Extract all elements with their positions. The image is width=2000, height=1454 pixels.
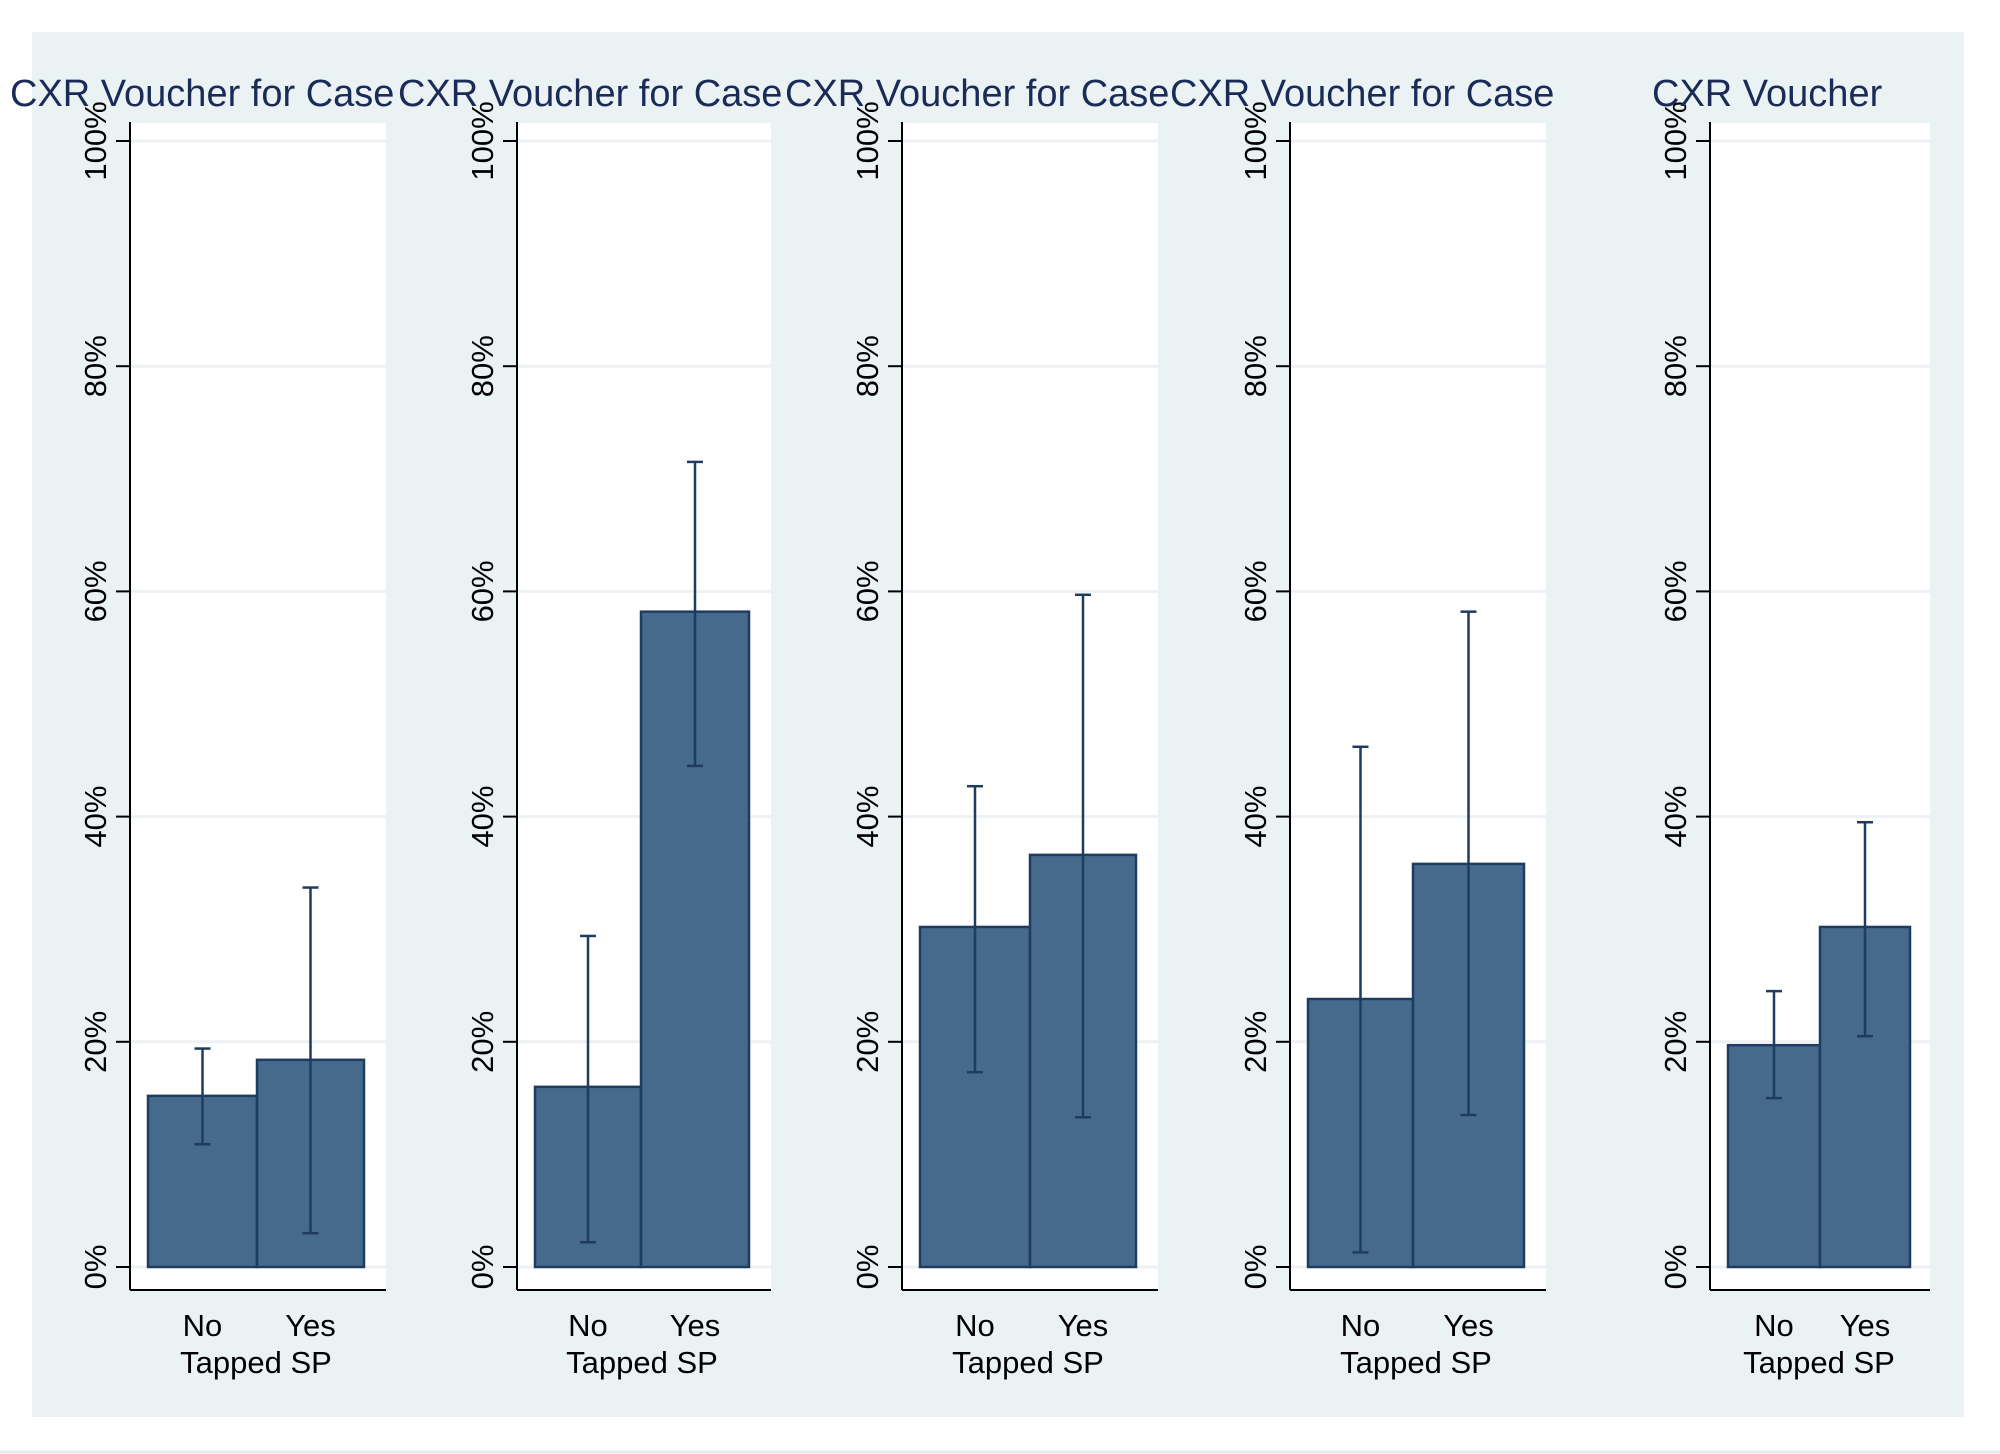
y-tick-label: 40% [78,786,113,848]
y-tick-label: 0% [465,1245,500,1290]
x-tick-label: No [1341,1308,1381,1343]
y-tick-label: 80% [850,335,885,397]
x-tick-label: Yes [670,1308,721,1343]
x-axis-title: Tapped SP [952,1345,1104,1380]
x-tick-label: No [568,1308,608,1343]
y-tick-label: 20% [78,1011,113,1073]
x-axis-title: Tapped SP [1743,1345,1895,1380]
x-axis-title: Tapped SP [566,1345,718,1380]
x-tick-label: Yes [285,1308,336,1343]
x-tick-label: No [955,1308,995,1343]
x-tick-label: Yes [1443,1308,1494,1343]
y-tick-label: 100% [1658,101,1693,180]
y-tick-label: 80% [465,335,500,397]
x-tick-label: Yes [1840,1308,1891,1343]
x-axis-title: Tapped SP [180,1345,332,1380]
y-tick-label: 60% [78,560,113,622]
y-tick-label: 20% [1658,1011,1693,1073]
y-tick-label: 0% [78,1245,113,1290]
y-tick-label: 100% [465,101,500,180]
y-tick-label: 100% [78,101,113,180]
panel-title: CXR Voucher for Case [1170,73,1554,115]
panel-title: CXR Voucher [1652,73,1883,115]
x-axis-title: Tapped SP [1340,1345,1492,1380]
y-tick-label: 80% [1658,335,1693,397]
y-tick-label: 100% [850,101,885,180]
y-tick-label: 80% [1238,335,1273,397]
x-tick-label: No [183,1308,223,1343]
y-tick-label: 60% [1658,560,1693,622]
y-tick-label: 0% [1238,1245,1273,1290]
y-tick-label: 0% [850,1245,885,1290]
y-tick-label: 40% [1238,786,1273,848]
y-tick-label: 60% [850,560,885,622]
y-tick-label: 20% [1238,1011,1273,1073]
x-tick-label: No [1754,1308,1794,1343]
y-tick-label: 0% [1658,1245,1693,1290]
y-tick-label: 40% [1658,786,1693,848]
x-tick-label: Yes [1058,1308,1109,1343]
y-tick-label: 60% [465,560,500,622]
y-tick-label: 20% [850,1011,885,1073]
y-tick-label: 80% [78,335,113,397]
panel-title: CXR Voucher for Case [10,73,394,115]
y-tick-label: 60% [1238,560,1273,622]
bar-no [1726,1043,1822,1269]
y-tick-label: 20% [465,1011,500,1073]
panel-title: CXR Voucher for Case [398,73,782,115]
y-tick-label: 40% [465,786,500,848]
y-tick-label: 40% [850,786,885,848]
panel-title: CXR Voucher for Case [785,73,1169,115]
y-tick-label: 100% [1238,101,1273,180]
